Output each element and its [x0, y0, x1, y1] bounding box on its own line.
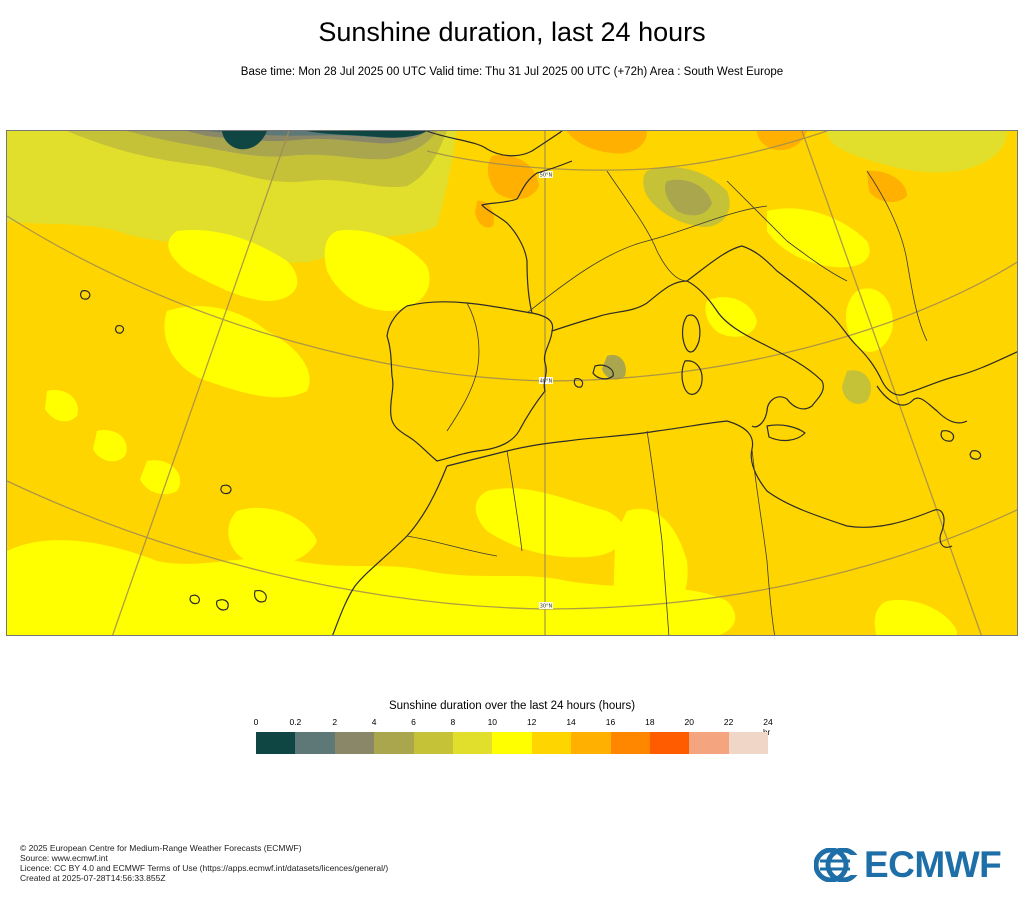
legend-tick-0: 0 [253, 717, 259, 727]
legend-tick-7: 12 [526, 717, 537, 727]
legend-swatch-4 [413, 732, 453, 754]
lat-label-40: 40°N [540, 379, 553, 385]
sunshine-10-12-patches [7, 208, 957, 635]
coastlines [80, 131, 1017, 635]
legend-tick-2: 2 [332, 717, 338, 727]
lat-label-50: 50°N [540, 173, 553, 179]
legend-swatch-3 [374, 732, 414, 754]
legend-swatch-12 [728, 732, 769, 754]
legend-tick-6: 10 [487, 717, 498, 727]
legend-swatch-1 [295, 732, 335, 754]
cloud-patches-europe [602, 131, 1007, 404]
footer-source: Source: www.ecmwf.int [20, 853, 108, 863]
legend-tick-4: 6 [411, 717, 416, 727]
legend-swatch-2 [334, 732, 375, 754]
legend-colorbar [256, 732, 769, 754]
footer-credits: © 2025 European Centre for Medium-Range … [20, 843, 388, 883]
map-svg: 50°N 40°N 30°N [7, 131, 1017, 635]
legend-tick-12: 22 [723, 717, 734, 727]
legend-tick-8: 14 [566, 717, 576, 727]
ecmwf-logo-text: ECMWF [864, 844, 1002, 885]
footer-copyright: © 2025 European Centre for Medium-Range … [20, 843, 302, 853]
legend-swatch-11 [689, 732, 729, 754]
sunshine-14-16-patches [475, 131, 907, 228]
legend-tick-10: 18 [645, 717, 655, 727]
chart-title: Sunshine duration, last 24 hours [318, 17, 706, 47]
ecmwf-logo: ECMWF [814, 844, 1002, 885]
legend-swatch-8 [571, 732, 611, 754]
ecmwf-logo-icon [814, 848, 860, 882]
footer-licence: Licence: CC BY 4.0 and ECMWF Terms of Us… [20, 863, 389, 873]
legend-swatch-0 [256, 732, 296, 754]
legend-swatch-7 [531, 732, 572, 754]
legend-tick-13: 24 [763, 717, 773, 727]
legend-swatch-9 [610, 732, 650, 754]
legend-swatch-6 [492, 732, 532, 754]
legend-tick-1: 0.2 [289, 717, 302, 727]
country-borders [406, 170, 928, 635]
legend-ticks: 0 0.2 2 4 6 8 10 12 14 16 18 20 22 24 [253, 717, 773, 729]
legend-swatch-10 [649, 732, 690, 754]
legend-swatch-5 [452, 732, 493, 754]
sunshine-map[interactable]: 50°N 40°N 30°N [6, 130, 1018, 636]
chart-subtitle: Base time: Mon 28 Jul 2025 00 UTC Valid … [240, 66, 784, 78]
legend-tick-11: 20 [684, 717, 694, 727]
footer-created: Created at 2025-07-28T14:56:33.855Z [20, 873, 166, 883]
latitude-labels: 50°N 40°N 30°N [539, 171, 553, 610]
legend-tick-9: 16 [605, 717, 616, 727]
lat-label-30: 30°N [540, 604, 553, 610]
legend-tick-3: 4 [371, 717, 377, 727]
cloud-band [7, 131, 457, 263]
legend-title: Sunshine duration over the last 24 hours… [388, 700, 636, 712]
legend-tick-5: 8 [450, 717, 456, 727]
